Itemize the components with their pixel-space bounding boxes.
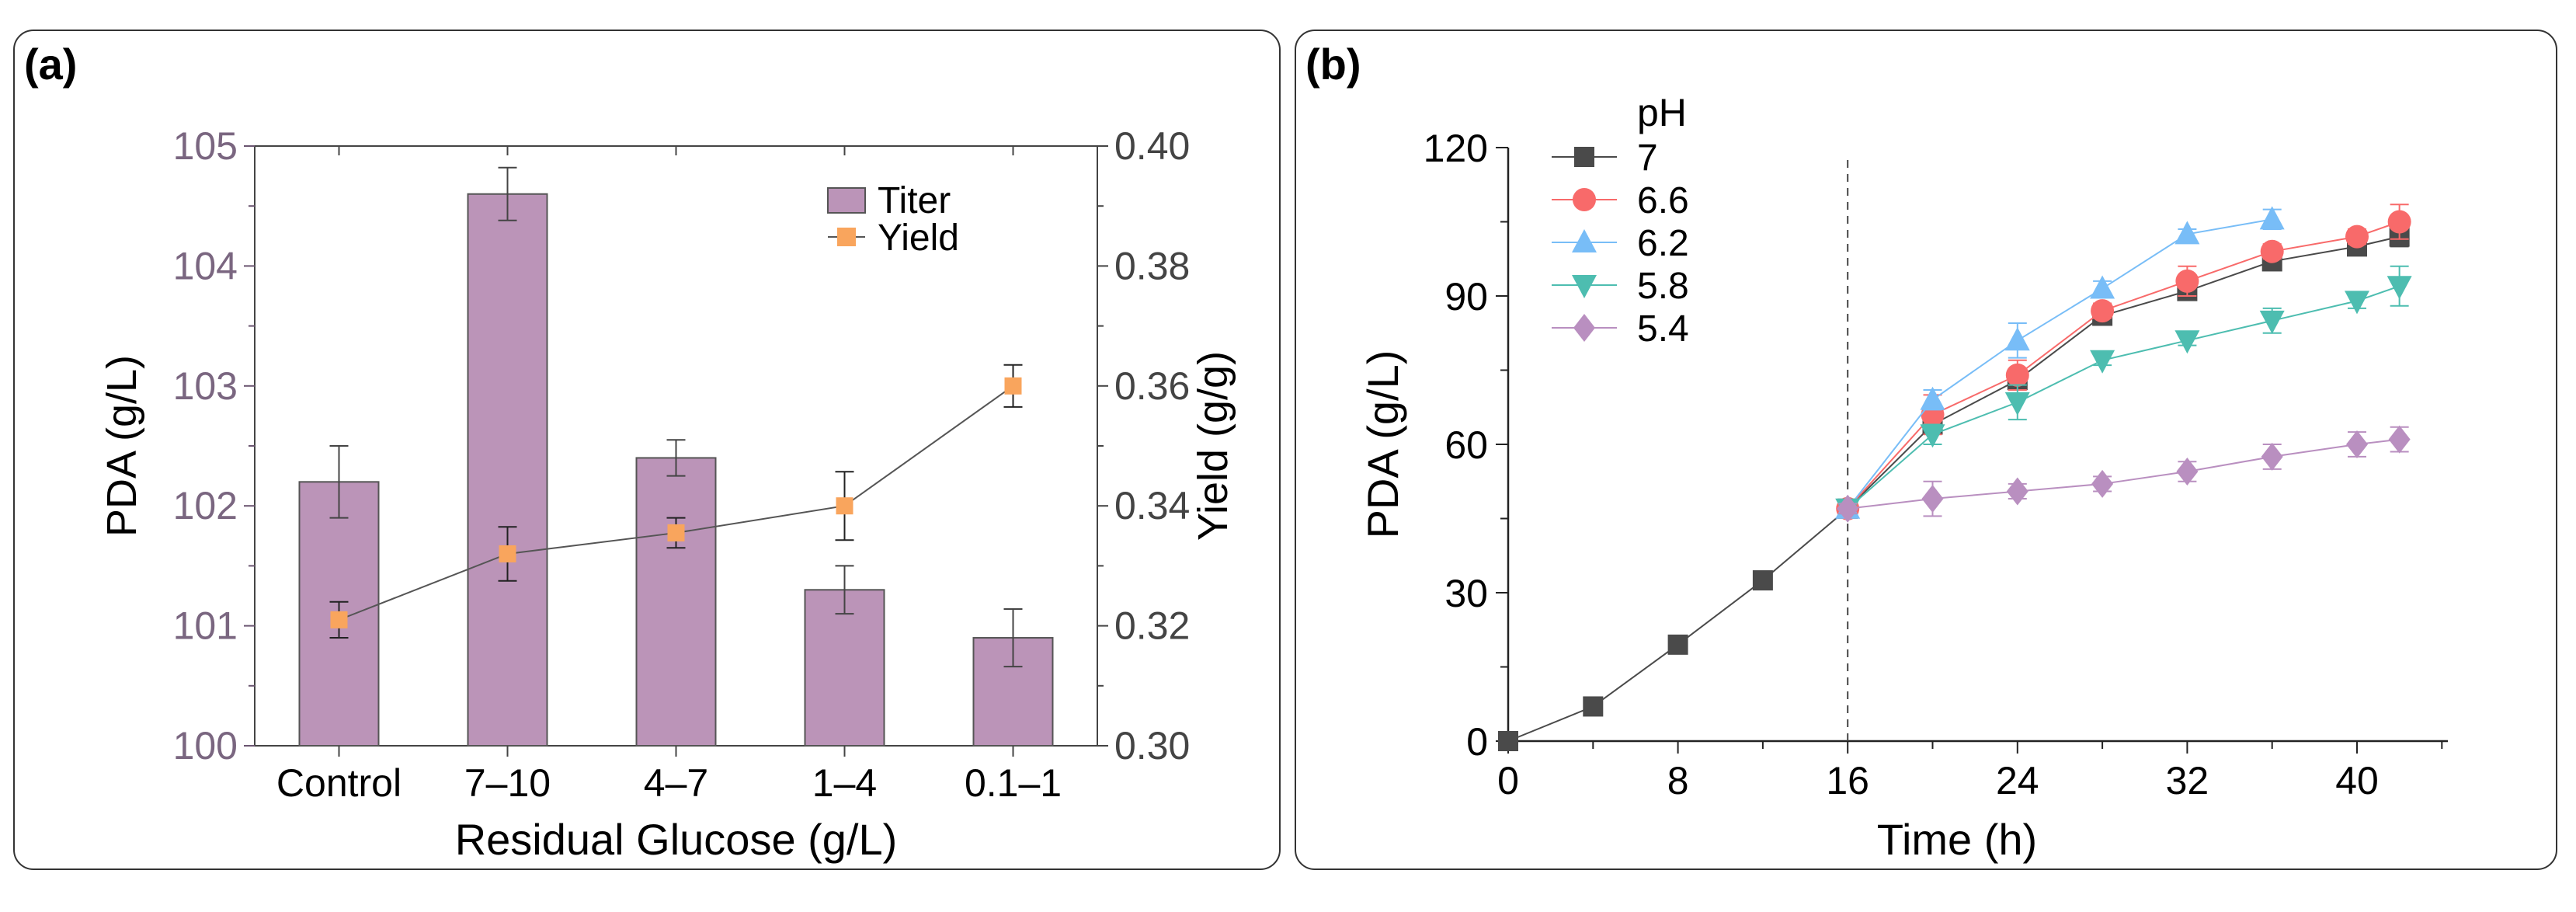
point-ph-5.8	[2004, 392, 2030, 416]
yield-point	[330, 611, 348, 628]
y2-tick-label: 0.40	[1114, 124, 1190, 168]
y2-tick-label: 0.36	[1114, 364, 1190, 408]
y-tick-label: 101	[173, 604, 238, 648]
series-line-ph-6.2	[1847, 218, 2272, 510]
y-axis-title: PDA (g/L)	[99, 355, 145, 537]
legend-marker-yield	[837, 228, 856, 246]
y-tick-label: 102	[173, 484, 238, 527]
legend-marker-ph-5.4	[1573, 314, 1595, 342]
y-tick-label: 60	[1444, 423, 1488, 467]
series-line-ph-5.8	[1847, 285, 2400, 510]
x-tick-label: 1–4	[812, 761, 877, 805]
panel-b-label: (b)	[1305, 40, 1361, 89]
point-ph-6.6	[2387, 210, 2411, 234]
panel-b: (b)	[1295, 30, 2557, 870]
y-tick-label: 103	[173, 364, 238, 408]
series-line-ph-7	[1507, 235, 2400, 742]
x-tick-label: 24	[1996, 759, 2039, 802]
point-ph-5.4	[2091, 469, 2114, 498]
yield-point	[667, 524, 685, 541]
legend-swatch-titer	[827, 187, 866, 214]
y2-tick-label: 0.32	[1114, 604, 1190, 648]
legend-label-titer: Titer	[878, 180, 951, 221]
point-ph-7	[1498, 731, 1518, 751]
y-tick-label: 104	[173, 244, 238, 287]
legend-label-ph-6.2: 6.2	[1637, 223, 1689, 264]
x-tick-label: 0.1–1	[965, 761, 1062, 805]
y2-tick-label: 0.30	[1114, 724, 1190, 768]
y2-tick-label: 0.34	[1114, 484, 1190, 527]
point-ph-6.6	[2260, 239, 2284, 263]
y-tick-label: 30	[1444, 572, 1488, 615]
legend-label-ph-7: 7	[1637, 137, 1658, 179]
point-ph-5.4	[1921, 485, 1944, 513]
bar-titer	[635, 457, 717, 747]
y-axis-title: PDA (g/L)	[1358, 350, 1407, 539]
legend-marker-ph-6.2	[1572, 229, 1597, 252]
y2-axis-title: Yield (g/g)	[1190, 351, 1236, 541]
point-ph-6.2	[2004, 327, 2030, 351]
x-tick-label: 0	[1497, 759, 1519, 802]
point-ph-7	[1583, 696, 1604, 717]
x-axis-title: Time (h)	[1877, 815, 2037, 864]
bar-titer	[467, 193, 548, 747]
y-tick-label: 105	[173, 124, 238, 168]
yield-point	[499, 545, 516, 562]
y-tick-label: 90	[1444, 275, 1488, 319]
y2-tick-label: 0.38	[1114, 244, 1190, 287]
point-ph-5.8	[2174, 330, 2200, 354]
y-tick-label: 100	[173, 724, 238, 768]
point-ph-7	[1752, 570, 1773, 591]
x-axis-title: Residual Glucose (g/L)	[455, 815, 898, 864]
point-ph-5.4	[2261, 442, 2283, 471]
legend-marker-ph-6.6	[1573, 188, 1596, 211]
point-ph-5.8	[1920, 424, 1945, 448]
point-ph-7	[1667, 634, 1688, 655]
point-ph-5.4	[1837, 494, 1859, 523]
x-tick-label: Control	[276, 761, 402, 805]
legend-label-ph-6.6: 6.6	[1637, 180, 1689, 221]
point-ph-5.4	[2006, 477, 2028, 506]
legend-marker-ph-7	[1574, 147, 1594, 167]
point-ph-6.6	[2175, 269, 2199, 293]
point-ph-5.4	[2346, 430, 2368, 458]
x-tick-label: 8	[1667, 759, 1689, 802]
legend-label-yield: Yield	[878, 218, 959, 259]
point-ph-5.8	[2387, 276, 2412, 300]
legend-label-ph-5.4: 5.4	[1637, 308, 1689, 350]
x-tick-label: 7–10	[464, 761, 551, 805]
point-ph-5.4	[2176, 458, 2199, 486]
x-tick-label: 4–7	[644, 761, 708, 805]
x-tick-label: 16	[1826, 759, 1869, 802]
point-ph-6.2	[2259, 206, 2285, 230]
point-ph-5.8	[2259, 310, 2285, 334]
yield-point	[836, 497, 853, 515]
point-ph-5.4	[2388, 425, 2411, 454]
point-ph-6.6	[2091, 299, 2115, 323]
x-tick-label: 40	[2335, 759, 2379, 802]
point-ph-6.6	[2345, 225, 2369, 249]
y-tick-label: 120	[1424, 127, 1488, 170]
legend-title: pH	[1637, 91, 1687, 134]
point-ph-6.6	[2005, 363, 2029, 387]
series-line-ph-6.6	[1847, 221, 2400, 510]
point-ph-6.2	[2174, 221, 2200, 245]
yield-point	[1004, 377, 1022, 395]
bar-titer	[804, 589, 885, 747]
x-tick-label: 32	[2166, 759, 2209, 802]
point-ph-5.8	[2090, 350, 2115, 374]
y-tick-label: 0	[1466, 720, 1488, 764]
legend-label-ph-5.8: 5.8	[1637, 266, 1689, 307]
point-ph-6.2	[2090, 275, 2115, 299]
point-ph-5.8	[2345, 291, 2369, 315]
panel-a-label: (a)	[24, 40, 78, 89]
series-line-ph-5.4	[1848, 438, 2400, 510]
legend-marker-ph-5.8	[1572, 275, 1597, 298]
point-ph-6.2	[1920, 386, 1945, 410]
